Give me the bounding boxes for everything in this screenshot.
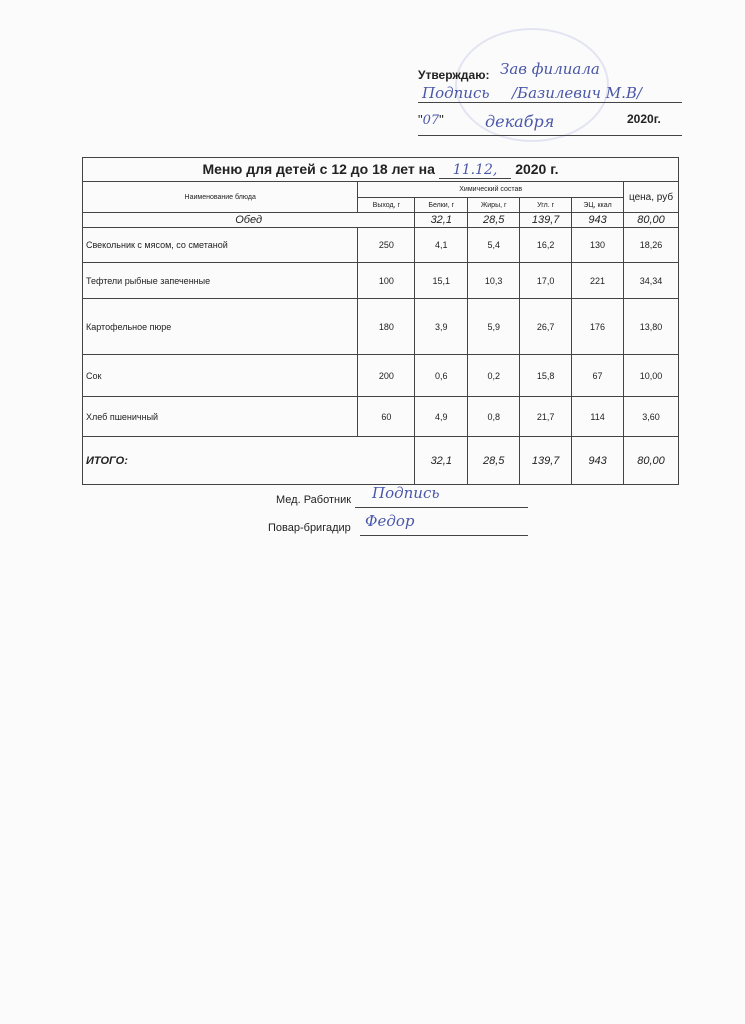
- medic-label: Мед. Работник: [276, 494, 352, 506]
- table-row: Свекольник с мясом, со сметаной 250 4,1 5,4…: [81, 227, 679, 263]
- cell-fat: 0,2: [467, 354, 521, 397]
- cell-price: 34,34: [623, 262, 679, 299]
- cell-energy: 67: [571, 354, 625, 397]
- cell: 139,7: [519, 436, 573, 485]
- header-name: Наименование блюда: [81, 181, 359, 213]
- header-carbs: Угл. г: [519, 197, 573, 213]
- cell-carbs: 17,0: [519, 262, 573, 299]
- cell-fat: 5,4: [467, 227, 521, 263]
- cell-name: Хлеб пшеничный: [81, 396, 359, 437]
- cook-signature: Федор: [365, 512, 415, 530]
- table-row: Хлеб пшеничный 60 4,9 0,8 21,7 114 3,60: [81, 396, 679, 437]
- signature-line: [418, 102, 682, 103]
- header-protein: Белки, г: [414, 197, 469, 213]
- table-row: Картофельное пюре 180 3,9 5,9 26,7 176 13,80: [81, 298, 679, 355]
- cook-line: [360, 535, 528, 536]
- cell-price: 3,60: [623, 396, 679, 437]
- total-row: ИТОГО: 32,1 28,5 139,7 943 80,00: [81, 436, 679, 485]
- cell-energy: 221: [571, 262, 625, 299]
- cell-name: Сок: [81, 354, 359, 397]
- approval-day: "07": [418, 112, 444, 128]
- cell-carbs: 15,8: [519, 354, 573, 397]
- cell-energy: 114: [571, 396, 625, 437]
- cell-energy: 130: [571, 227, 625, 263]
- cell-yield: 60: [357, 396, 416, 437]
- cell-price: 18,26: [623, 227, 679, 263]
- cook-label: Повар-бригадир: [268, 522, 351, 534]
- approval-position: Зав филиала: [500, 60, 600, 78]
- total-label: ИТОГО:: [81, 436, 416, 485]
- cell-price: 10,00: [623, 354, 679, 397]
- approval-year: 2020г.: [627, 112, 661, 126]
- header-yield: Выход, г: [357, 197, 416, 213]
- cell: 80,00: [623, 212, 679, 228]
- cell-yield: 250: [357, 227, 416, 263]
- cell-yield: 200: [357, 354, 416, 397]
- medic-line: [355, 507, 528, 508]
- header-chem: Химический состав: [357, 181, 625, 198]
- header-fat: Жиры, г: [467, 197, 521, 213]
- cell-fat: 10,3: [467, 262, 521, 299]
- table-title: Меню для детей с 12 до 18 лет на 11.12, …: [82, 157, 679, 182]
- section-label: Обед: [81, 212, 416, 228]
- section-row: Обед 32,1 28,5 139,7 943 80,00: [81, 212, 679, 228]
- table-row: Тефтели рыбные запеченные 100 15,1 10,3 17,0…: [81, 262, 679, 299]
- cell-protein: 4,9: [414, 396, 469, 437]
- stamp: [455, 28, 609, 142]
- cell-yield: 180: [357, 298, 416, 355]
- cell-protein: 15,1: [414, 262, 469, 299]
- cell-name: Тефтели рыбные запеченные: [81, 262, 359, 299]
- cell-carbs: 16,2: [519, 227, 573, 263]
- cell-yield: 100: [357, 262, 416, 299]
- cell: 943: [571, 212, 625, 228]
- header-energy: ЭЦ, ккал: [571, 197, 625, 213]
- cell-energy: 176: [571, 298, 625, 355]
- table-row: Сок 200 0,6 0,2 15,8 67 10,00: [81, 354, 679, 397]
- cell-name: Картофельное пюре: [81, 298, 359, 355]
- cell: 80,00: [623, 436, 679, 485]
- cell: 28,5: [467, 436, 521, 485]
- cell: 32,1: [414, 436, 469, 485]
- cell-fat: 5,9: [467, 298, 521, 355]
- cell-carbs: 26,7: [519, 298, 573, 355]
- cell-protein: 4,1: [414, 227, 469, 263]
- cell-price: 13,80: [623, 298, 679, 355]
- cell-protein: 3,9: [414, 298, 469, 355]
- cell-carbs: 21,7: [519, 396, 573, 437]
- approval-month: декабря: [485, 112, 555, 131]
- approval-signature: Подпись: [422, 84, 490, 102]
- header-price: цена, руб: [623, 181, 679, 213]
- menu-table: Меню для детей с 12 до 18 лет на 11.12, …: [81, 157, 679, 485]
- cell-name: Свекольник с мясом, со сметаной: [81, 227, 359, 263]
- cell: 28,5: [467, 212, 521, 228]
- cell: 139,7: [519, 212, 573, 228]
- cell-fat: 0,8: [467, 396, 521, 437]
- cell-protein: 0,6: [414, 354, 469, 397]
- date-line: [418, 135, 682, 136]
- cell: 32,1: [414, 212, 469, 228]
- approval-name: /Базилевич М.В/: [512, 84, 642, 102]
- cell: 943: [571, 436, 625, 485]
- medic-signature: Подпись: [372, 484, 440, 502]
- approval-label: Утверждаю:: [418, 68, 490, 82]
